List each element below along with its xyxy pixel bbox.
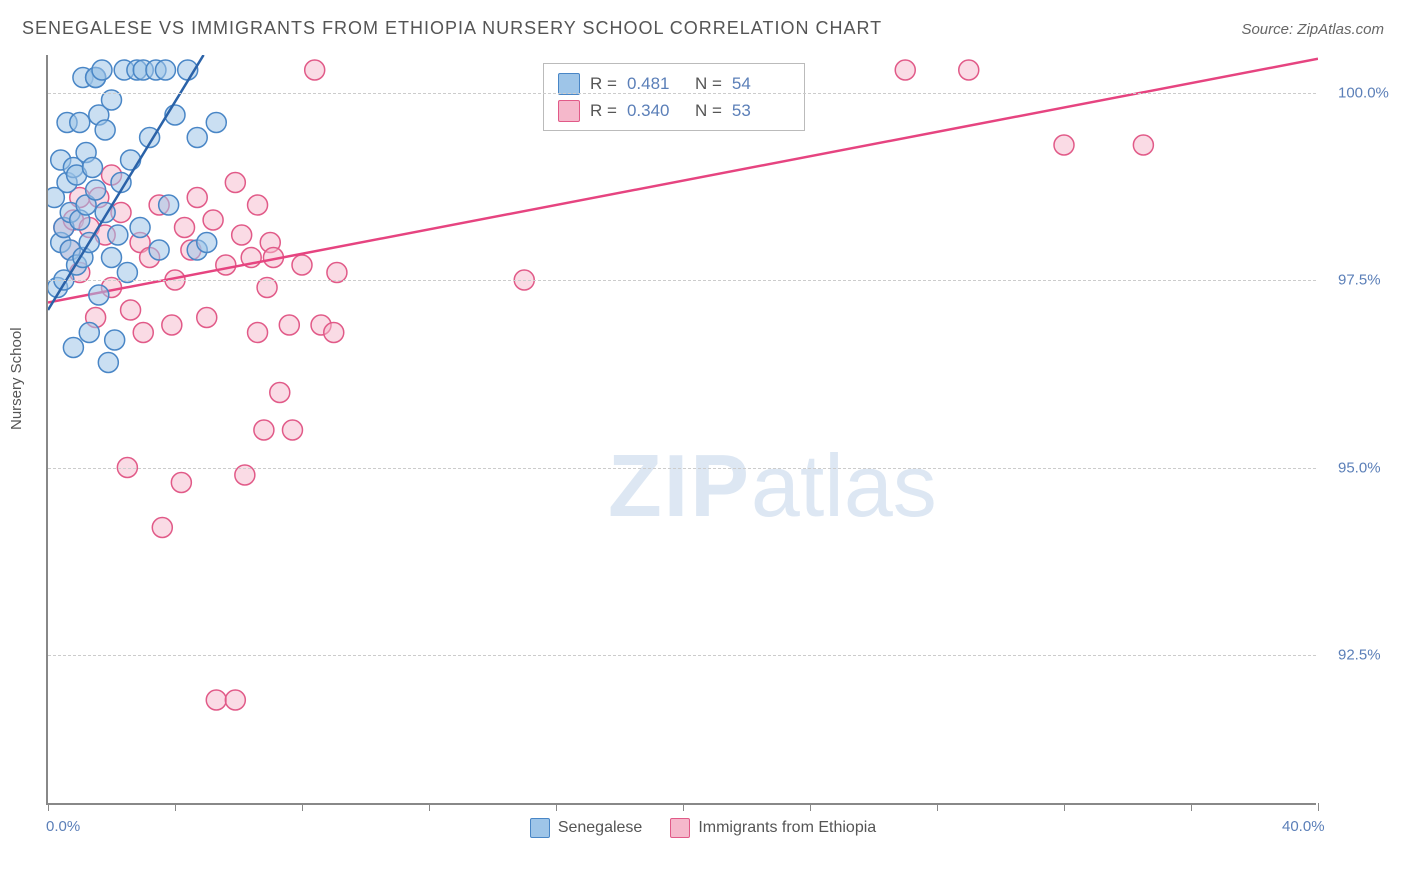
source-label: Source: ZipAtlas.com xyxy=(1241,21,1384,38)
data-point xyxy=(206,113,226,133)
data-point xyxy=(95,120,115,140)
y-tick-label: 95.0% xyxy=(1338,459,1381,476)
legend-item-series1: Senegalese xyxy=(530,818,643,838)
data-point xyxy=(162,315,182,335)
data-point xyxy=(89,285,109,305)
data-point xyxy=(895,60,915,80)
data-point xyxy=(270,383,290,403)
y-tick-label: 92.5% xyxy=(1338,647,1381,664)
data-point xyxy=(305,60,325,80)
data-point xyxy=(92,60,112,80)
data-point xyxy=(254,420,274,440)
data-point xyxy=(86,180,106,200)
data-point xyxy=(105,330,125,350)
data-point xyxy=(1054,135,1074,155)
data-point xyxy=(63,338,83,358)
data-point xyxy=(159,195,179,215)
data-point xyxy=(108,225,128,245)
data-point xyxy=(155,60,175,80)
data-point xyxy=(82,158,102,178)
chart-title: SENEGALESE VS IMMIGRANTS FROM ETHIOPIA N… xyxy=(22,18,882,39)
legend-item-series2: Immigrants from Ethiopia xyxy=(670,818,876,838)
data-point xyxy=(152,518,172,538)
data-point xyxy=(175,218,195,238)
data-point xyxy=(121,300,141,320)
data-point xyxy=(79,323,99,343)
y-tick-label: 100.0% xyxy=(1338,84,1389,101)
data-point xyxy=(216,255,236,275)
data-point xyxy=(1133,135,1153,155)
data-point xyxy=(292,255,312,275)
data-point xyxy=(197,308,217,328)
swatch-series2-icon xyxy=(558,100,580,122)
data-point xyxy=(203,210,223,230)
data-point xyxy=(187,188,207,208)
data-point xyxy=(324,323,344,343)
swatch-series1-icon xyxy=(558,73,580,95)
data-point xyxy=(98,353,118,373)
data-point xyxy=(206,690,226,710)
y-axis-label: Nursery School xyxy=(8,327,25,430)
data-point xyxy=(225,690,245,710)
swatch-series2-icon xyxy=(670,818,690,838)
data-point xyxy=(279,315,299,335)
data-point xyxy=(130,218,150,238)
legend-label-series1: Senegalese xyxy=(558,819,643,837)
data-point xyxy=(248,323,268,343)
data-point xyxy=(248,195,268,215)
data-point xyxy=(197,233,217,253)
swatch-series1-icon xyxy=(530,818,550,838)
data-point xyxy=(102,248,122,268)
scatter-svg xyxy=(48,55,1316,803)
stats-legend-box: R = 0.481 N = 54 R = 0.340 N = 53 xyxy=(543,63,805,131)
stat-N-series2: 53 xyxy=(732,97,790,124)
stat-R-series2: 0.340 xyxy=(627,97,685,124)
data-point xyxy=(959,60,979,80)
data-point xyxy=(70,113,90,133)
data-point xyxy=(282,420,302,440)
data-point xyxy=(149,240,169,260)
data-point xyxy=(232,225,252,245)
data-point xyxy=(225,173,245,193)
legend-label-series2: Immigrants from Ethiopia xyxy=(698,819,876,837)
data-point xyxy=(121,150,141,170)
stat-R-label2: R = xyxy=(590,97,617,124)
stat-N-label2: N = xyxy=(695,97,722,124)
plot-area: ZIPatlas R = 0.481 N = 54 R = 0.340 N = … xyxy=(46,55,1316,805)
stats-row-series2: R = 0.340 N = 53 xyxy=(558,97,790,124)
y-tick-label: 97.5% xyxy=(1338,272,1381,289)
data-point xyxy=(133,323,153,343)
data-point xyxy=(171,473,191,493)
data-point xyxy=(187,128,207,148)
legend-bottom: Senegalese Immigrants from Ethiopia xyxy=(0,818,1406,838)
